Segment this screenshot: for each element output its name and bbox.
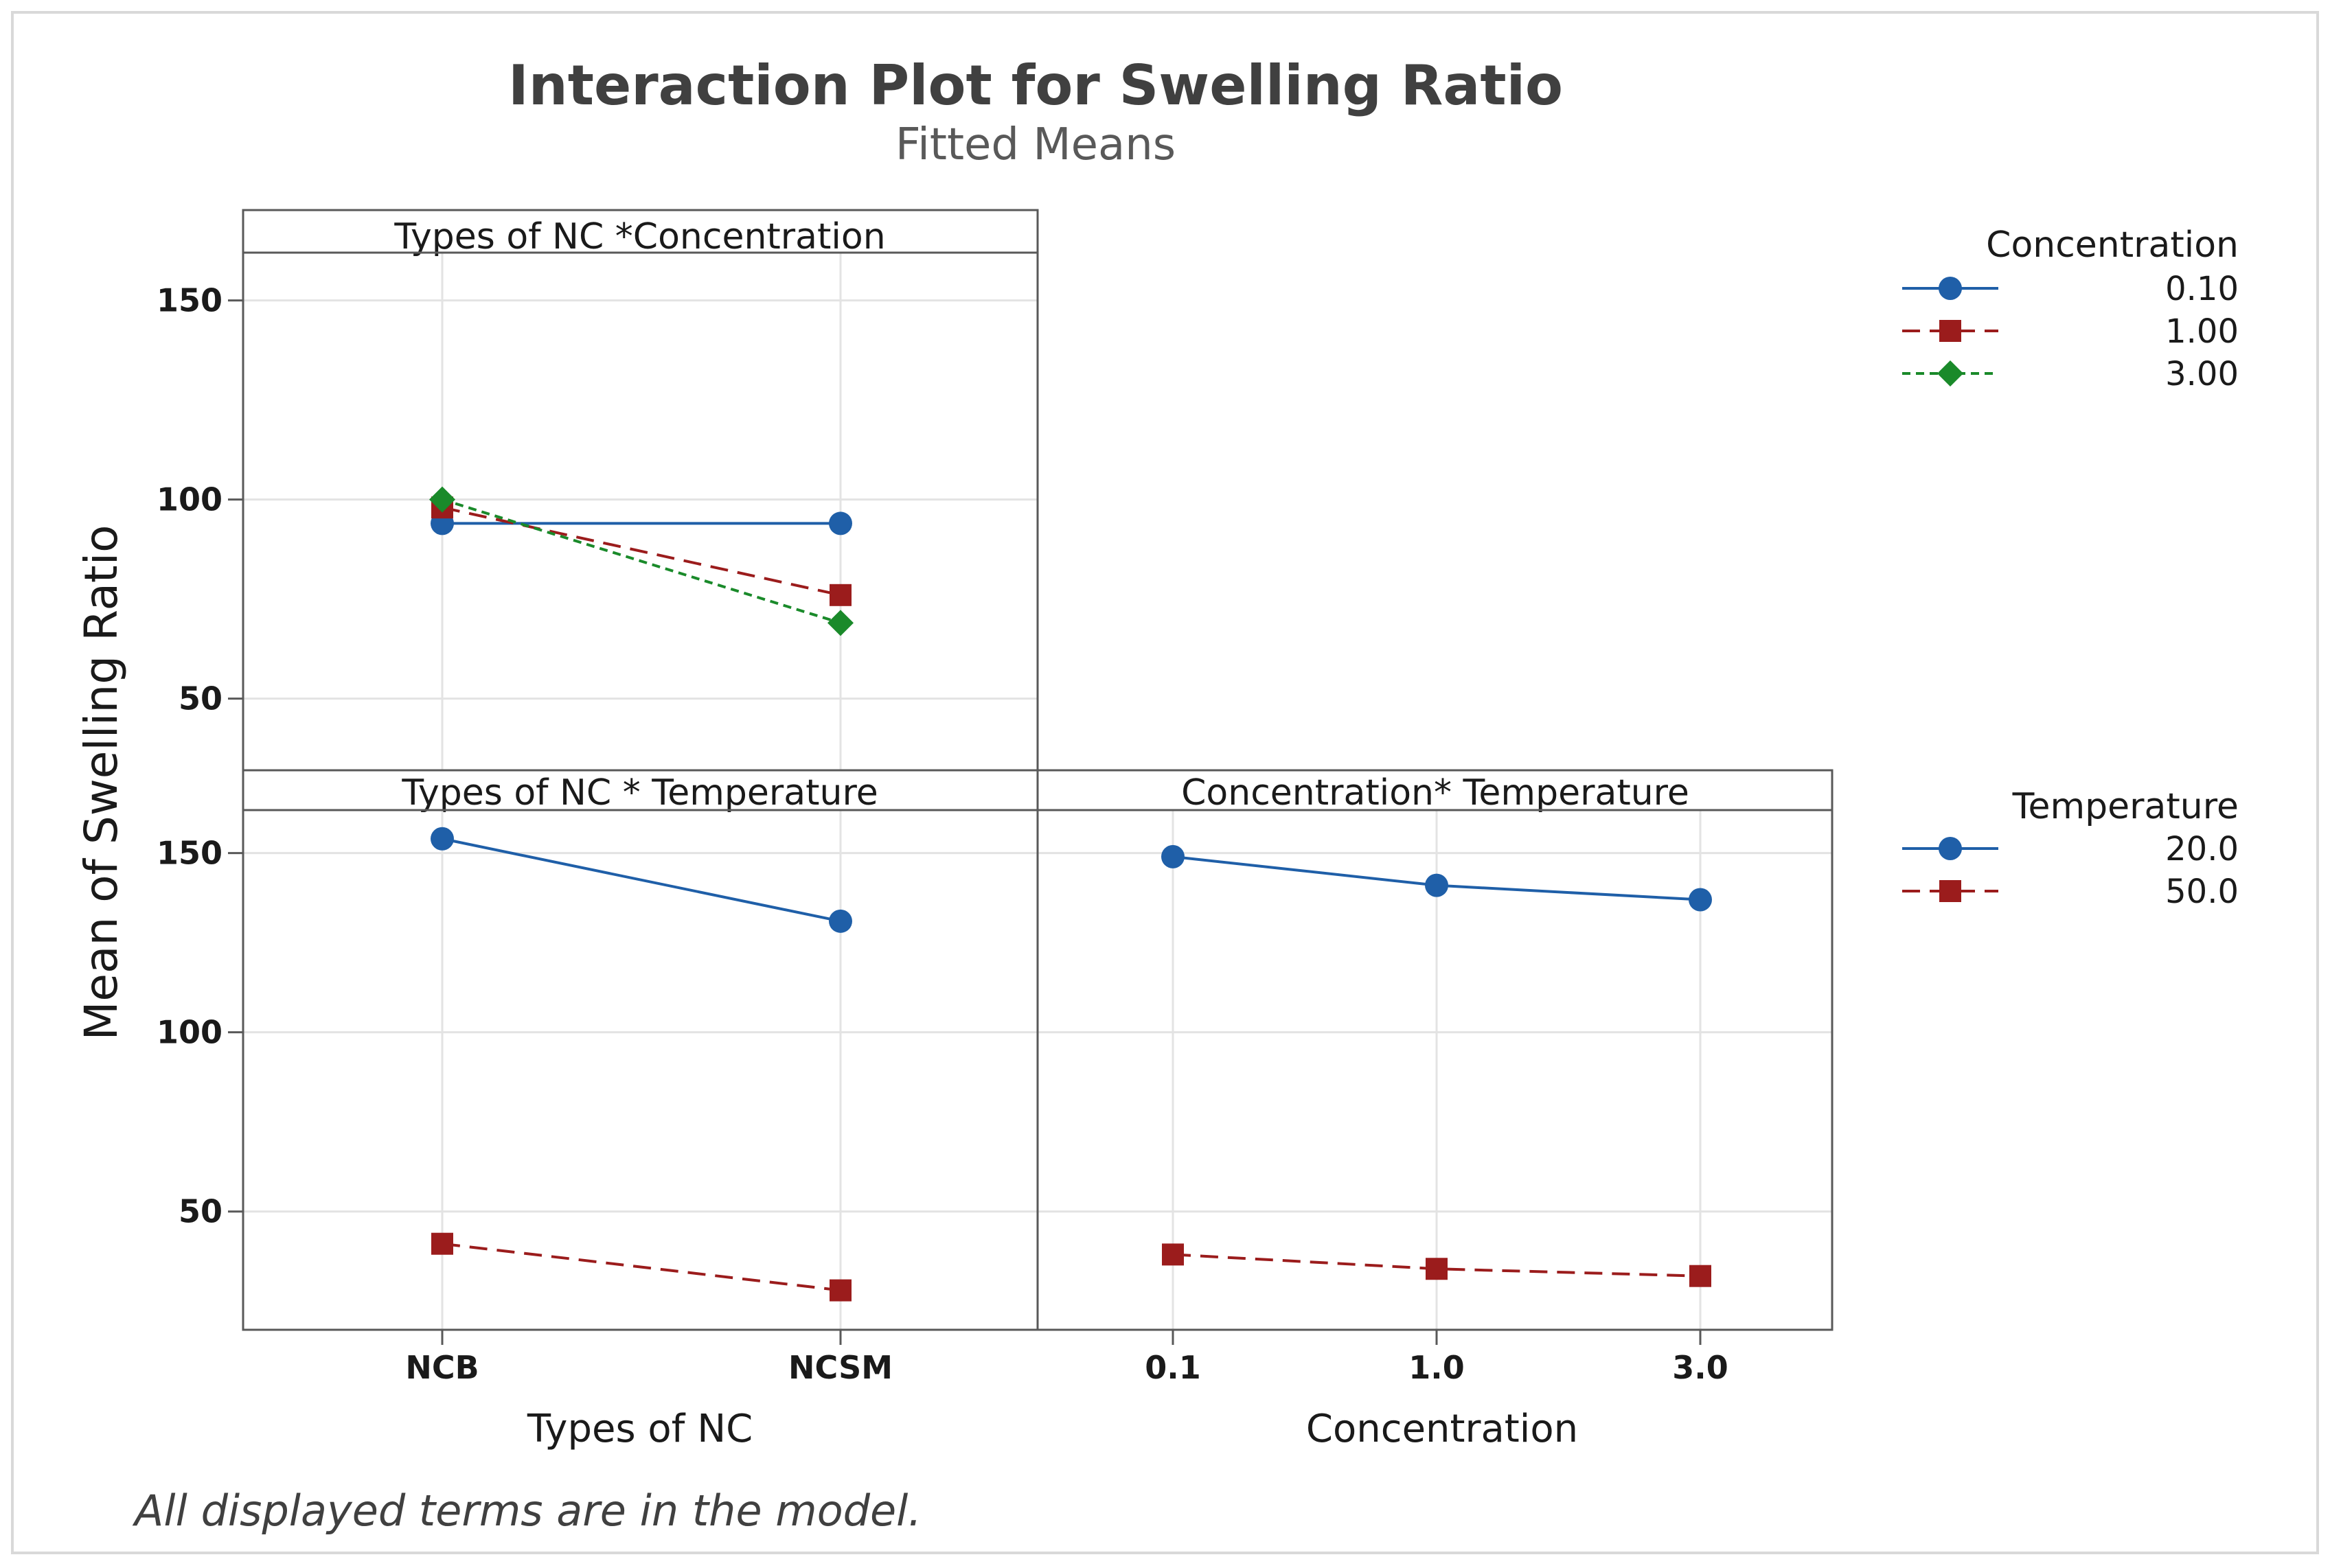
data-point-nc_conc-0.10-1 (829, 511, 852, 535)
panel-frame-conc_temp (1036, 809, 1834, 1331)
footnote: All displayed terms are in the model. (132, 1486, 922, 1536)
x-tick-ncsm: NCSM (788, 1349, 893, 1386)
data-point-conc_temp-20.0-1 (1425, 873, 1448, 897)
legend-entry-3-00: 3.00 (2165, 355, 2239, 393)
x-tick-ncb: NCB (405, 1349, 479, 1386)
legend-marker-circle-0-10 (1939, 277, 1962, 300)
y-axis-label: Mean of Swelling Ratio (75, 524, 128, 1040)
legend-entry-1-00: 1.00 (2165, 312, 2239, 351)
legend-title-concentration: Concentration (1986, 224, 2239, 266)
legend-marker-diamond-3-00 (1937, 360, 1963, 387)
panel-label-concentration-temperature: Concentration* Temperature (1181, 772, 1689, 814)
x-tick-1-0: 1.0 (1408, 1349, 1465, 1386)
series-line-nc_temp-20.0 (442, 837, 841, 923)
legend-marker-square-50-0 (1939, 880, 1961, 902)
data-point-nc_conc-1.00-1 (830, 584, 852, 606)
legend-concentration: Concentration 0.10 1.00 3.00 (1902, 224, 2239, 393)
data-point-conc_temp-20.0-2 (1689, 888, 1712, 912)
panel-frame-nc_conc (242, 251, 1039, 772)
legend-entry-50-0: 50.0 (2165, 873, 2239, 911)
panel-header-nc-concentration (242, 209, 1039, 254)
x-tick-3-0: 3.0 (1672, 1349, 1728, 1386)
data-point-nc_temp-50.0-0 (431, 1232, 453, 1255)
legend-marker-square-1-00 (1939, 320, 1961, 342)
y-tick-label-nc_conc-50: 50 (179, 680, 222, 717)
legend-entry-20-0: 20.0 (2165, 830, 2239, 868)
data-point-nc_temp-50.0-1 (830, 1279, 852, 1302)
panel-header-concentration-temperature (1036, 769, 1834, 811)
series-line-nc_temp-50.0 (442, 1242, 841, 1292)
data-point-nc_conc-3.00-0 (429, 486, 455, 513)
data-point-conc_temp-50.0-0 (1162, 1243, 1184, 1266)
data-point-nc_temp-20.0-0 (431, 827, 454, 851)
legend-temperature: Temperature 20.0 50.0 (1902, 786, 2239, 911)
data-point-conc_temp-50.0-1 (1426, 1258, 1448, 1280)
y-tick-label-nc_conc-150: 150 (157, 282, 222, 319)
legend-entry-0-10: 0.10 (2165, 270, 2239, 308)
legend-marker-circle-20-0 (1939, 837, 1962, 860)
y-tick-label-nc_temp-100: 100 (157, 1014, 222, 1051)
panel-label-nc-concentration: Types of NC *Concentration (393, 216, 885, 257)
data-point-conc_temp-50.0-2 (1689, 1265, 1711, 1287)
data-point-nc_conc-3.00-1 (827, 610, 854, 636)
y-tick-label-nc_conc-100: 100 (157, 481, 222, 518)
panel-label-nc-temperature: Types of NC * Temperature (401, 772, 878, 814)
data-point-conc_temp-20.0-0 (1161, 844, 1185, 868)
chart-title: Interaction Plot for Swelling Ratio (508, 54, 1563, 117)
panels-layer: 50 100 150 50 100 150 (157, 251, 1834, 1345)
chart-subtitle: Fitted Means (895, 119, 1176, 170)
y-tick-label-nc_temp-150: 150 (157, 835, 222, 872)
data-point-nc_temp-20.0-1 (829, 909, 852, 933)
legend-title-temperature: Temperature (2012, 786, 2239, 827)
x-axis-label-types-of-nc: Types of NC (527, 1407, 753, 1451)
x-axis-label-concentration: Concentration (1306, 1407, 1578, 1451)
x-tick-0-1: 0.1 (1145, 1349, 1201, 1386)
series-line-nc_conc-1.00 (442, 506, 841, 597)
y-tick-label-nc_temp-50: 50 (179, 1193, 222, 1230)
series-line-nc_conc-3.00 (442, 498, 841, 625)
